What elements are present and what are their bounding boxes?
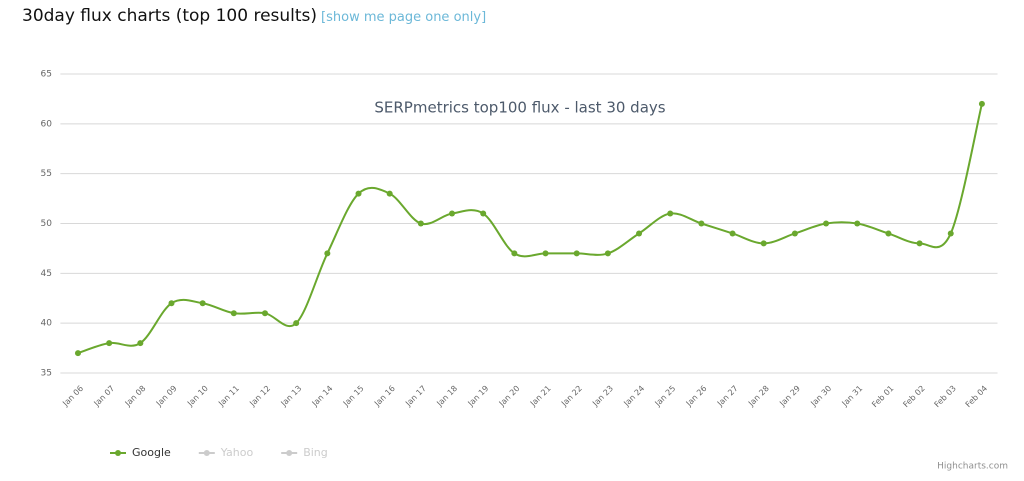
- point-marker: [729, 230, 736, 237]
- x-tick-label: Feb 03: [933, 384, 958, 409]
- x-tick-label: Jan 07: [92, 384, 117, 409]
- x-tick-label: Jan 24: [621, 384, 646, 409]
- point-marker: [978, 100, 985, 107]
- point-marker: [791, 230, 798, 237]
- point-marker: [854, 220, 861, 227]
- y-tick-label: 60: [41, 119, 53, 129]
- point-marker: [636, 230, 643, 237]
- x-tick-label: Jan 20: [497, 384, 522, 409]
- x-tick-label: Jan 08: [123, 384, 148, 409]
- point-marker: [916, 240, 923, 247]
- x-tick-label: Jan 18: [434, 384, 459, 409]
- point-marker: [449, 210, 456, 217]
- x-tick-label: Jan 27: [715, 384, 740, 409]
- y-tick-label: 50: [41, 219, 53, 229]
- point-marker: [823, 220, 830, 227]
- point-marker: [760, 240, 767, 247]
- x-tick-label: Jan 31: [840, 384, 865, 409]
- x-tick-label: Jan 11: [216, 384, 241, 409]
- point-marker: [947, 230, 954, 237]
- chart-title: SERPmetrics top100 flux - last 30 days: [374, 99, 665, 117]
- x-tick-label: Jan 26: [684, 384, 709, 409]
- point-marker: [137, 340, 144, 347]
- point-marker: [480, 210, 487, 217]
- page-header: 30day flux charts (top 100 results) [show…: [22, 6, 486, 26]
- point-marker: [667, 210, 674, 217]
- point-marker: [106, 340, 113, 347]
- x-tick-label: Jan 22: [559, 384, 584, 409]
- x-tick-label: Jan 09: [154, 384, 179, 409]
- point-marker: [324, 250, 331, 257]
- legend-label[interactable]: Yahoo: [220, 446, 254, 459]
- x-tick-label: Jan 21: [528, 384, 553, 409]
- point-marker: [199, 300, 206, 307]
- point-marker: [542, 250, 549, 257]
- legend-label[interactable]: Bing: [303, 446, 328, 459]
- legend-marker: [286, 450, 293, 456]
- point-marker: [386, 190, 393, 197]
- legend-label[interactable]: Google: [132, 446, 171, 459]
- point-marker: [604, 250, 611, 257]
- x-tick-label: Jan 12: [247, 384, 272, 409]
- x-tick-label: Jan 15: [341, 384, 366, 409]
- x-tick-label: Jan 23: [590, 384, 615, 409]
- point-marker: [74, 350, 81, 357]
- point-marker: [698, 220, 705, 227]
- point-marker: [355, 190, 362, 197]
- x-tick-label: Jan 13: [279, 384, 304, 409]
- credits[interactable]: Highcharts.com: [937, 462, 1008, 472]
- page-title: 30day flux charts (top 100 results): [22, 6, 318, 26]
- x-tick-label: Jan 06: [60, 384, 85, 409]
- x-tick-label: Jan 17: [403, 384, 428, 409]
- y-tick-label: 35: [41, 369, 52, 379]
- x-tick-label: Jan 16: [372, 384, 397, 409]
- x-tick-label: Feb 02: [901, 384, 926, 409]
- x-tick-label: Jan 10: [185, 384, 210, 409]
- legend-marker: [115, 450, 121, 456]
- series-line: [77, 103, 983, 355]
- x-tick-label: Jan 30: [808, 384, 833, 409]
- y-tick-label: 55: [41, 169, 52, 179]
- legend-marker: [203, 450, 210, 456]
- x-tick-label: Jan 19: [466, 384, 491, 409]
- x-tick-label: Feb 04: [964, 384, 989, 409]
- y-tick-label: 65: [41, 70, 52, 80]
- point-marker: [293, 320, 300, 327]
- point-marker: [417, 220, 424, 227]
- y-tick-label: 40: [41, 319, 53, 329]
- point-marker: [262, 310, 269, 317]
- point-marker: [168, 300, 175, 307]
- page-one-link[interactable]: [show me page one only]: [321, 10, 487, 25]
- x-tick-label: Jan 25: [653, 384, 678, 409]
- x-tick-label: Feb 01: [870, 384, 895, 409]
- point-marker: [511, 250, 518, 257]
- x-tick-label: Jan 28: [746, 384, 771, 409]
- x-tick-label: Jan 29: [777, 384, 802, 409]
- point-marker: [230, 310, 237, 317]
- y-tick-label: 45: [41, 269, 52, 279]
- x-tick-label: Jan 14: [310, 384, 335, 409]
- point-marker: [885, 230, 892, 237]
- point-marker: [573, 250, 580, 257]
